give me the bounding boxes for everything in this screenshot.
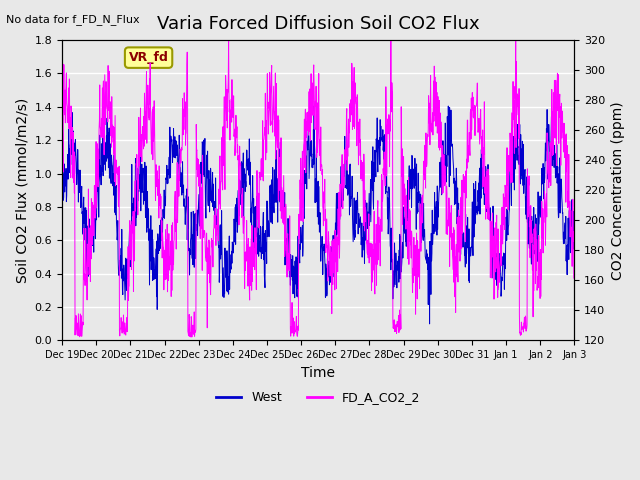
Text: VR_fd: VR_fd [129,51,168,64]
Y-axis label: CO2 Concentration (ppm): CO2 Concentration (ppm) [611,101,625,279]
Y-axis label: Soil CO2 Flux (mmol/m2/s): Soil CO2 Flux (mmol/m2/s) [15,97,29,283]
Legend: West, FD_A_CO2_2: West, FD_A_CO2_2 [211,386,426,409]
X-axis label: Time: Time [301,366,335,380]
Text: No data for f_FD_N_Flux: No data for f_FD_N_Flux [6,14,140,25]
Title: Varia Forced Diffusion Soil CO2 Flux: Varia Forced Diffusion Soil CO2 Flux [157,15,479,33]
